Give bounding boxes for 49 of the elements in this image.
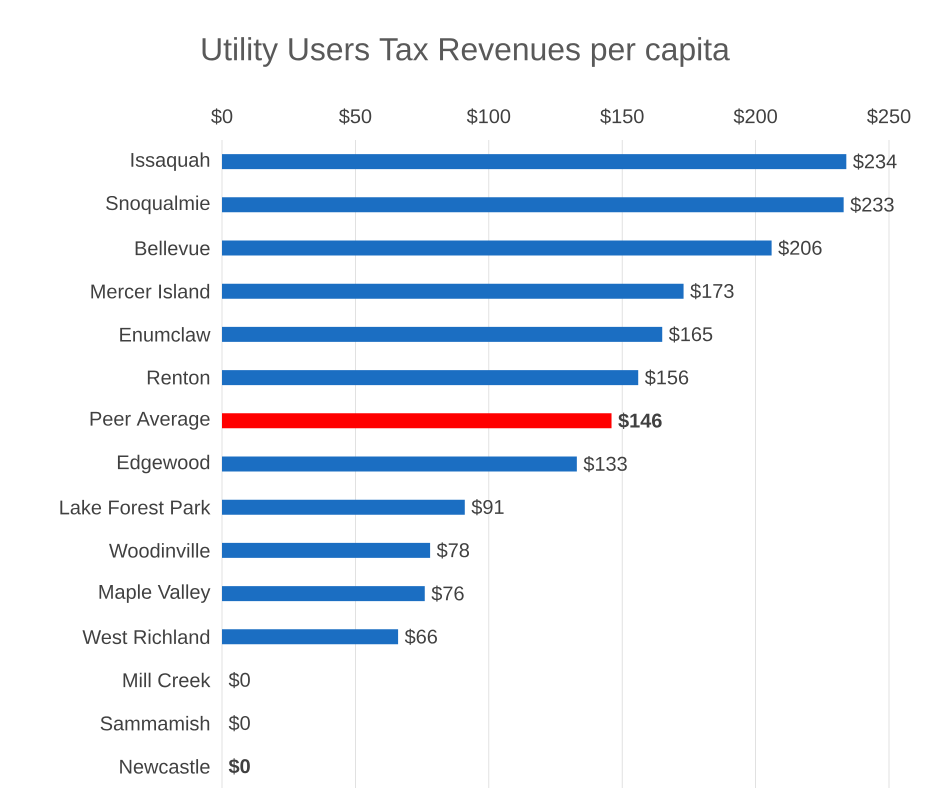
data-label: $91 xyxy=(472,499,504,516)
y-tick-label: Sammamish xyxy=(100,716,210,731)
bar xyxy=(222,326,662,342)
x-tick-label: $250 xyxy=(867,108,910,124)
y-tick-label: Bellevue xyxy=(136,240,210,256)
data-label: $133 xyxy=(584,456,627,472)
y-tick-label: Edgewood xyxy=(118,454,210,474)
y-tick-label: Enumclaw xyxy=(120,327,211,342)
x-tick-label: $200 xyxy=(734,108,777,124)
bar xyxy=(222,284,684,299)
data-label: $165 xyxy=(668,326,712,342)
data-label: $173 xyxy=(690,283,734,300)
bar xyxy=(222,456,577,472)
y-tick-label: Mercer Island xyxy=(91,284,210,299)
y-tick-label: Peer Average xyxy=(90,412,210,430)
x-tick-label: $50 xyxy=(339,108,372,124)
data-label: $66 xyxy=(404,628,437,645)
y-tick-label: Newcastle xyxy=(120,759,210,774)
data-label: $206 xyxy=(778,240,822,256)
chart-title: Utility Users Tax Revenues per capita xyxy=(202,37,730,67)
y-tick-label: Maple Valley xyxy=(100,584,210,603)
bar xyxy=(222,586,425,602)
bar xyxy=(222,370,638,386)
data-label: $156 xyxy=(644,370,688,386)
data-label: $233 xyxy=(850,196,894,213)
data-label: $0 xyxy=(228,758,250,775)
bar xyxy=(222,197,844,212)
x-tick-label: $150 xyxy=(600,108,644,124)
data-label: $78 xyxy=(436,542,470,558)
y-tick-label: West Richland xyxy=(82,629,210,644)
bar xyxy=(222,629,398,644)
data-label: $0 xyxy=(228,715,250,732)
data-label: $76 xyxy=(432,586,464,602)
y-tick-label: Mill Creek xyxy=(124,672,210,688)
data-label: $0 xyxy=(228,672,250,688)
data-label: $146 xyxy=(618,412,662,429)
bar xyxy=(222,154,846,170)
x-tick-label: $0 xyxy=(211,108,232,124)
y-tick-label: Lake Forest Park xyxy=(60,500,210,515)
y-tick-label: Renton xyxy=(148,370,210,385)
y-tick-label: Woodinville xyxy=(109,543,210,558)
bar xyxy=(222,542,430,558)
x-tick-label: $100 xyxy=(466,108,510,124)
bar xyxy=(222,413,612,428)
y-tick-label: Issaquah xyxy=(131,152,210,171)
y-tick-label: Snoqualmie xyxy=(106,196,210,214)
bar xyxy=(222,500,465,515)
bar xyxy=(222,240,772,256)
data-label: $234 xyxy=(853,154,897,170)
